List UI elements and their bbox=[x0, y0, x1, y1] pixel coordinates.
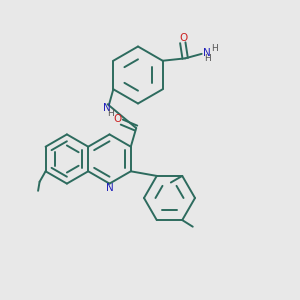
Text: H: H bbox=[107, 109, 114, 118]
Text: H: H bbox=[211, 44, 218, 53]
Text: N: N bbox=[203, 48, 211, 58]
Text: N: N bbox=[106, 183, 114, 194]
Text: O: O bbox=[179, 33, 188, 43]
Text: N: N bbox=[103, 103, 111, 113]
Text: O: O bbox=[113, 113, 122, 124]
Text: H: H bbox=[204, 54, 211, 63]
